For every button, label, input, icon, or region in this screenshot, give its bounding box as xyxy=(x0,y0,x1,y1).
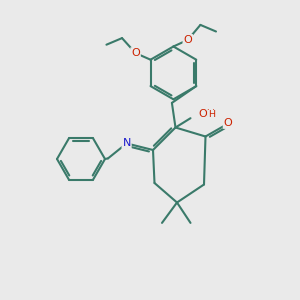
Text: H: H xyxy=(208,110,215,119)
Text: O: O xyxy=(131,48,140,58)
Text: N: N xyxy=(122,138,131,148)
Text: O: O xyxy=(224,118,232,128)
Text: O: O xyxy=(183,35,192,45)
Text: OH: OH xyxy=(198,109,215,119)
